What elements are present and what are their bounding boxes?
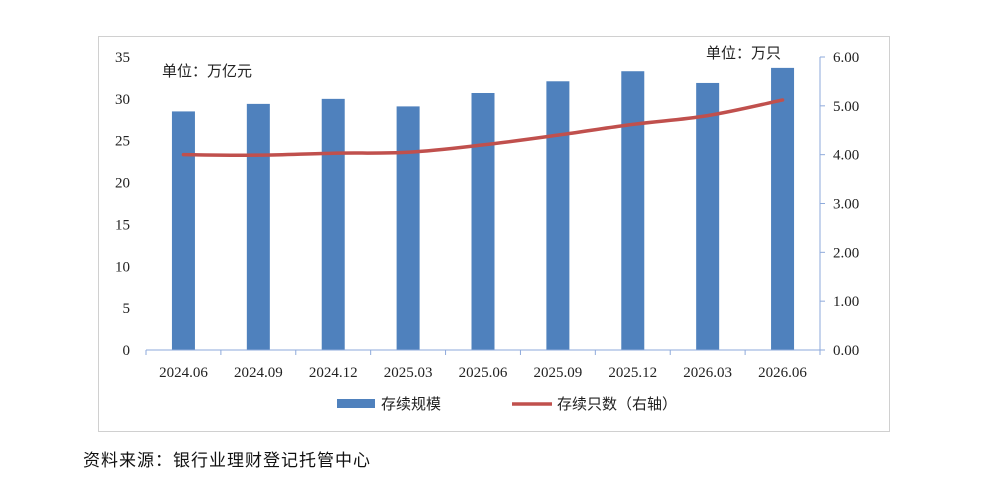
left-axis-tick-label: 5 [123,301,131,317]
x-axis-tick-label: 2025.03 [384,365,433,381]
legend-swatch-bar [337,399,375,408]
left-axis-tick-label: 0 [123,343,131,359]
left-axis-tick-label: 15 [115,217,130,233]
left-axis-tick-label: 25 [115,134,130,150]
left-y-axis: 0 5 10 15 20 25 30 35 [115,50,130,359]
right-axis-tick-label: 6.00 [833,50,859,66]
right-axis-tick-label: 3.00 [833,197,859,213]
left-axis-tick-label: 30 [115,92,130,108]
right-y-axis: 0.00 1.00 2.00 3.00 4.00 5.00 6.00 [819,50,859,359]
left-axis-tick-label: 20 [115,176,130,192]
source-note: 资料来源：银行业理财登记托管中心 [83,451,371,471]
x-axis-tick-label: 2025.12 [608,365,657,381]
bar-2026.03 [696,82,720,351]
right-axis-tick-label: 2.00 [833,245,859,261]
x-axis-tick-label: 2024.06 [159,365,208,381]
right-axis-tick-label: 5.00 [833,99,859,115]
bar-2024.12 [321,98,345,350]
bar-2025.09 [546,81,570,350]
x-axis: 2024.06 2024.09 2024.12 2025.03 2025.06 2025.… [145,349,821,381]
x-axis-tick-label: 2024.12 [309,365,358,381]
bar-2025.03 [396,106,420,351]
bar-2024.06 [171,111,195,351]
right-axis-tick-label: 0.00 [833,343,859,359]
right-axis-tick-label: 1.00 [833,294,859,310]
bar-2024.09 [246,103,270,350]
left-axis-unit-label: 单位：万亿元 [162,62,252,80]
right-axis-tick-label: 4.00 [833,148,859,164]
left-axis-tick-label: 10 [115,259,130,275]
chart-frame [98,36,890,432]
left-axis-tick-label: 35 [115,50,130,66]
x-axis-tick-label: 2026.03 [683,365,732,381]
x-axis-tick-label: 2026.06 [758,365,807,381]
bar-2025.12 [621,71,645,350]
bar-2025.06 [471,92,495,351]
x-axis-tick-label: 2025.06 [459,365,508,381]
legend-label-bar: 存续规模 [381,395,441,413]
x-axis-tick-label: 2025.09 [534,365,583,381]
x-axis-tick-label: 2024.09 [234,365,283,381]
legend-label-line: 存续只数（右轴） [557,395,677,413]
chart-legend: 存续规模 存续只数（右轴） [337,395,677,413]
bar-2026.06 [771,67,795,350]
right-axis-unit-label: 单位：万只 [706,44,781,62]
line-series-count [181,98,785,157]
bar-series-scale [171,67,795,351]
